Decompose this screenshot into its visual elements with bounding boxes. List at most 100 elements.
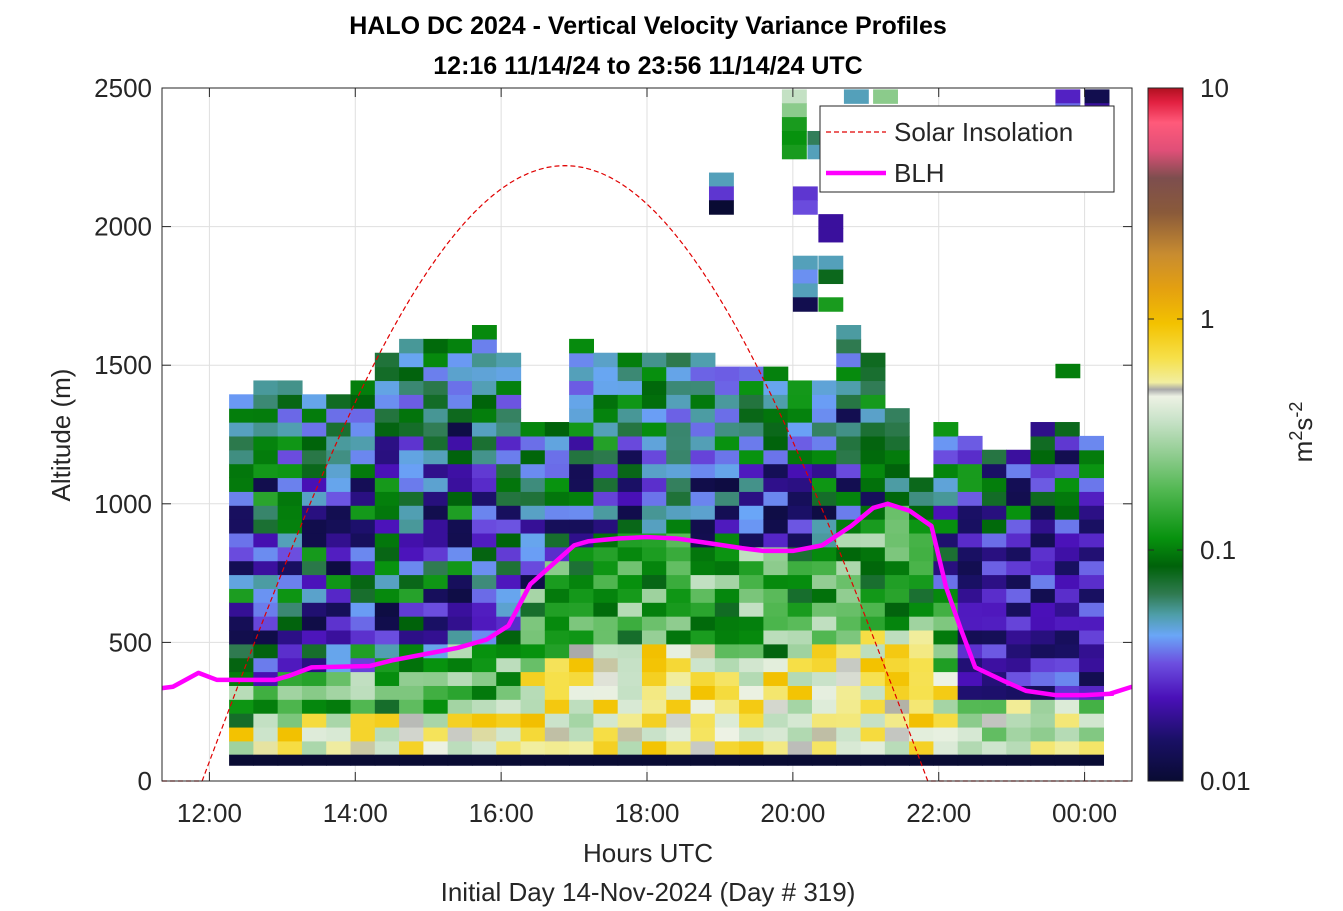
heatmap-cell — [617, 754, 643, 766]
heatmap-cell — [229, 713, 254, 728]
heatmap-cell — [374, 616, 400, 631]
heatmap-cell — [690, 740, 716, 756]
heatmap-cell — [1030, 657, 1056, 673]
heatmap-cell — [350, 602, 376, 617]
heatmap-cell — [544, 574, 570, 589]
heatmap-cell — [617, 380, 643, 395]
heatmap-cell — [447, 532, 473, 548]
heatmap-cell — [666, 643, 692, 659]
heatmap-cell — [569, 435, 594, 451]
heatmap-cell — [423, 574, 449, 589]
heatmap-cell — [981, 532, 1007, 548]
heatmap-cell — [569, 505, 594, 520]
heatmap-cell — [884, 463, 910, 479]
heatmap-cell — [641, 463, 667, 479]
heatmap-cell — [884, 685, 910, 700]
heatmap-cell — [277, 380, 303, 395]
heatmap-cell — [277, 685, 303, 700]
heatmap-cell — [811, 408, 837, 423]
heatmap-cell — [1030, 643, 1056, 659]
heatmap-cell — [1006, 699, 1032, 714]
heatmap-cell — [763, 685, 789, 700]
heatmap-cell — [981, 643, 1007, 659]
x-tick-labels: 12:00 14:00 16:00 18:00 20:00 22:00 00:00 — [177, 798, 1117, 828]
heatmap-cell — [933, 519, 959, 534]
heatmap-cell — [884, 546, 910, 562]
heatmap-cell — [374, 435, 400, 451]
heatmap-cell — [447, 713, 473, 728]
heatmap-cell — [1079, 671, 1105, 686]
heatmap-cell — [836, 505, 862, 520]
heatmap-cell — [763, 616, 789, 631]
heatmap-cell — [836, 588, 862, 603]
heatmap-cell — [569, 560, 594, 576]
heatmap-cell — [471, 588, 497, 603]
heatmap-cell — [933, 560, 959, 576]
heatmap-cell — [447, 616, 473, 631]
heatmap-cell — [593, 726, 619, 742]
heatmap-cell — [641, 352, 667, 368]
heatmap-cell — [277, 477, 303, 492]
heatmap-cell — [1006, 629, 1032, 645]
heatmap-cell — [229, 463, 254, 479]
heatmap-cell — [1054, 422, 1080, 437]
heatmap-cell — [739, 574, 764, 589]
heatmap-cell — [836, 408, 862, 423]
heatmap-cell — [350, 546, 376, 562]
heatmap-cell — [277, 629, 303, 645]
heatmap-cell — [714, 380, 740, 395]
heatmap-cell — [544, 685, 570, 700]
heatmap-cell — [447, 338, 473, 354]
heatmap-cell — [301, 699, 327, 714]
heatmap-cell — [981, 629, 1007, 645]
heatmap-cell — [374, 740, 400, 756]
heatmap-cell — [471, 574, 497, 589]
heatmap-cell — [617, 366, 643, 382]
heatmap-cell — [714, 435, 740, 451]
heatmap-cell — [593, 505, 619, 520]
heatmap-cell — [496, 477, 522, 492]
heatmap-cell — [860, 754, 886, 766]
heatmap-cell — [229, 546, 254, 562]
heatmap-cell — [544, 657, 570, 673]
heatmap-cell — [569, 616, 594, 631]
heatmap-cell — [811, 699, 837, 714]
heatmap-cell — [471, 602, 497, 617]
heatmap-cell — [884, 754, 910, 766]
heatmap-cell — [714, 505, 740, 520]
heatmap-cell — [617, 643, 643, 659]
heatmap-cell — [787, 643, 813, 659]
solar-insolation-line — [162, 165, 1132, 782]
colorbar-gradient — [1147, 87, 1184, 782]
heatmap-cell — [423, 713, 449, 728]
heatmap-cell — [471, 352, 497, 368]
heatmap-cell — [350, 408, 376, 423]
heatmap-cell — [1079, 740, 1105, 756]
heatmap-cell — [496, 546, 522, 562]
heatmap-cell — [1054, 754, 1080, 766]
heatmap-cell — [544, 422, 570, 437]
heatmap-cell — [520, 602, 546, 617]
heatmap-cell — [277, 491, 303, 506]
heatmap-cell — [1030, 546, 1056, 562]
heatmap-cell — [666, 616, 692, 631]
heatmap-cell — [981, 699, 1007, 714]
heatmap-cell — [423, 546, 449, 562]
heatmap-cell — [496, 463, 522, 479]
heatmap-cell — [399, 435, 424, 451]
heatmap-cell — [714, 616, 740, 631]
heatmap-cell — [818, 227, 844, 243]
heatmap-cell — [617, 602, 643, 617]
heatmap-cell — [350, 394, 376, 409]
heatmap-cell — [818, 214, 844, 229]
heatmap-cell — [981, 491, 1007, 506]
heatmap-cell — [447, 463, 473, 479]
heatmap-cell — [957, 477, 983, 492]
heatmap-cell — [253, 574, 279, 589]
legend-label-solar: Solar Insolation — [894, 117, 1073, 147]
heatmap-cell — [763, 643, 789, 659]
heatmap-cell — [544, 463, 570, 479]
heatmap-cell — [690, 477, 716, 492]
heatmap-cell — [714, 408, 740, 423]
heatmap-cell — [884, 588, 910, 603]
